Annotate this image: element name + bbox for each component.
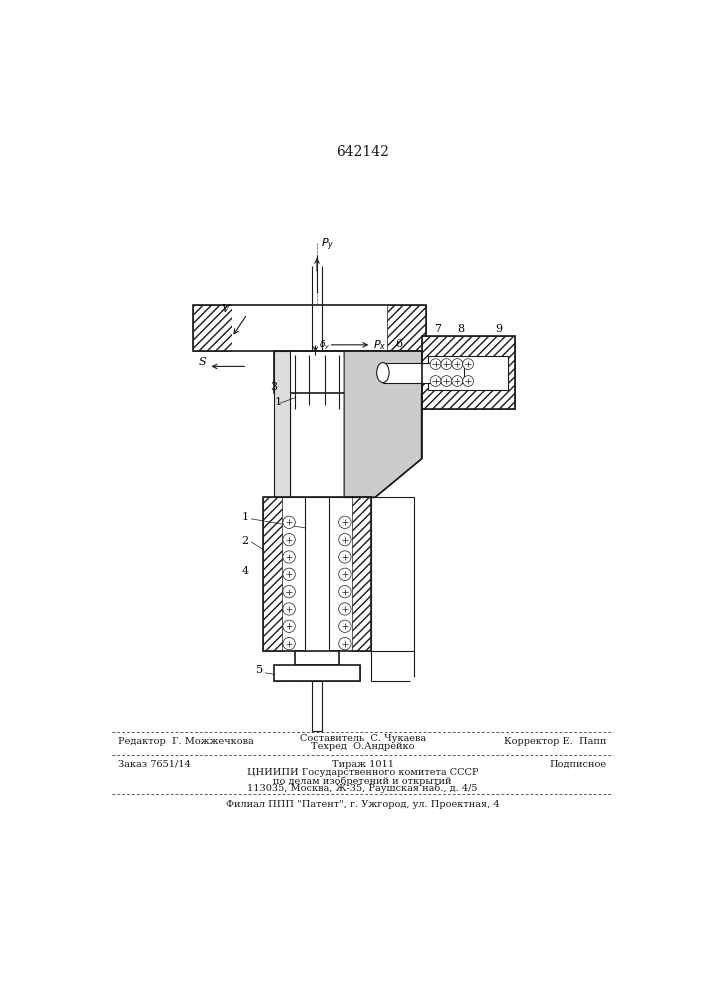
- Text: ЦНИИПИ Государственного комитета СССР: ЦНИИПИ Государственного комитета СССР: [247, 768, 479, 777]
- Text: V: V: [222, 304, 230, 314]
- Bar: [193, 305, 232, 351]
- Circle shape: [283, 516, 296, 528]
- Circle shape: [339, 568, 351, 580]
- Text: Подписное: Подписное: [549, 760, 606, 769]
- Bar: [274, 665, 360, 681]
- Text: 2: 2: [242, 536, 249, 546]
- Circle shape: [339, 516, 351, 528]
- Bar: [312, 681, 322, 731]
- Bar: [274, 351, 421, 393]
- Circle shape: [452, 359, 462, 369]
- Text: 9: 9: [496, 324, 503, 334]
- Bar: [383, 363, 464, 383]
- Text: Тираж 1011: Тираж 1011: [332, 760, 394, 769]
- Text: 4: 4: [242, 566, 249, 576]
- Bar: [421, 336, 515, 409]
- Text: 7: 7: [433, 324, 440, 334]
- Bar: [263, 497, 282, 651]
- Circle shape: [462, 376, 474, 386]
- Circle shape: [339, 551, 351, 563]
- Bar: [263, 497, 371, 651]
- Bar: [352, 497, 371, 651]
- Bar: [421, 336, 515, 409]
- Circle shape: [339, 603, 351, 615]
- Circle shape: [283, 620, 296, 632]
- Text: 1: 1: [242, 512, 249, 522]
- Bar: [193, 305, 426, 351]
- Circle shape: [283, 637, 296, 650]
- Polygon shape: [274, 351, 290, 497]
- Text: $P_x$: $P_x$: [373, 338, 386, 352]
- Text: Редактор  Г. Можжечкова: Редактор Г. Можжечкова: [118, 737, 254, 746]
- Circle shape: [339, 533, 351, 546]
- Bar: [371, 497, 414, 651]
- Text: Составитель  С. Чукаева: Составитель С. Чукаева: [300, 734, 426, 743]
- Circle shape: [339, 620, 351, 632]
- Text: 642142: 642142: [337, 145, 389, 159]
- Text: 113035, Москва, Ж-35, Раушская наб., д. 4/5: 113035, Москва, Ж-35, Раушская наб., д. …: [247, 784, 478, 793]
- Circle shape: [283, 585, 296, 598]
- Circle shape: [283, 551, 296, 563]
- Text: Филиал ППП "Патент", г. Ужгород, ул. Проектная, 4: Филиал ППП "Патент", г. Ужгород, ул. Про…: [226, 800, 500, 809]
- Text: 1: 1: [274, 397, 281, 407]
- Circle shape: [339, 637, 351, 650]
- Text: S: S: [199, 357, 206, 367]
- Polygon shape: [344, 351, 421, 497]
- Circle shape: [430, 376, 441, 386]
- Bar: [274, 665, 360, 681]
- Bar: [290, 351, 344, 497]
- Circle shape: [462, 359, 474, 369]
- Text: Корректор Е.  Папп: Корректор Е. Папп: [503, 737, 606, 746]
- Bar: [305, 497, 329, 655]
- Bar: [232, 305, 387, 351]
- Text: по делам изобретений и открытий: по делам изобретений и открытий: [274, 776, 452, 786]
- Text: $P_y$: $P_y$: [321, 237, 334, 253]
- Circle shape: [430, 359, 441, 369]
- Text: 6: 6: [395, 339, 402, 349]
- Bar: [428, 356, 508, 389]
- Circle shape: [441, 359, 452, 369]
- Text: Заказ 7651/14: Заказ 7651/14: [118, 760, 191, 769]
- Circle shape: [339, 585, 351, 598]
- Bar: [296, 651, 339, 665]
- Ellipse shape: [377, 363, 389, 383]
- Circle shape: [283, 603, 296, 615]
- Bar: [387, 305, 426, 351]
- Text: 5: 5: [256, 665, 263, 675]
- Circle shape: [283, 533, 296, 546]
- Text: 8: 8: [457, 324, 464, 334]
- Text: $\delta_y$: $\delta_y$: [319, 339, 330, 352]
- Text: Техред  О.Андрейко: Техред О.Андрейко: [311, 742, 414, 751]
- Text: 3: 3: [271, 381, 278, 391]
- Circle shape: [452, 376, 462, 386]
- Circle shape: [441, 376, 452, 386]
- Circle shape: [283, 568, 296, 580]
